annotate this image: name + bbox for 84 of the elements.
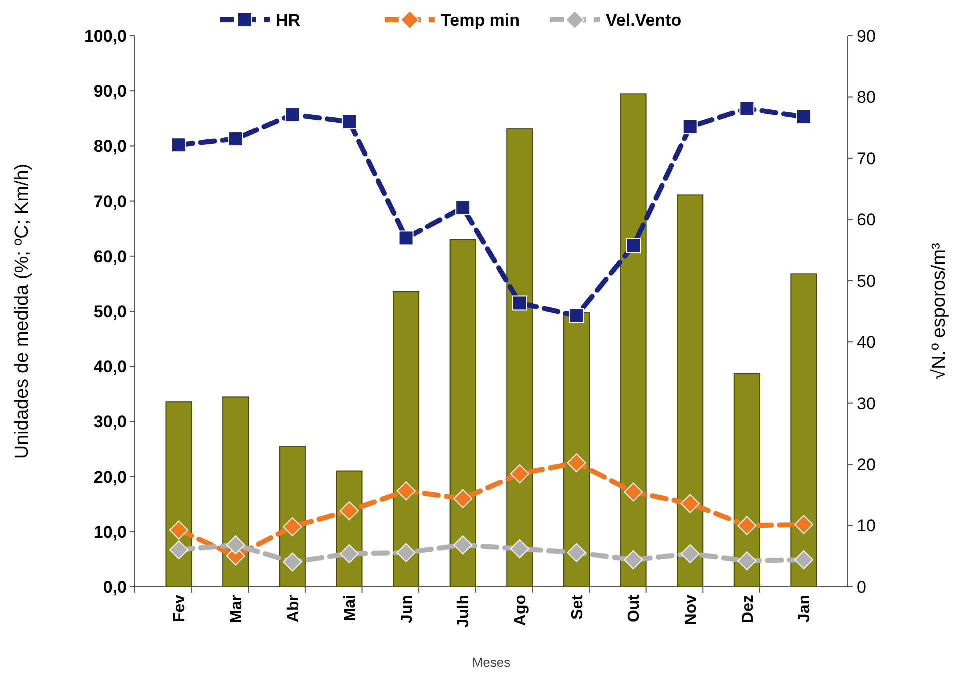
point	[170, 520, 189, 540]
x-tick-label: Nov	[682, 594, 700, 626]
y2-tick-label: 50	[857, 272, 876, 291]
point	[285, 107, 300, 122]
y2-tick-label: 30	[857, 394, 876, 414]
point	[512, 296, 528, 311]
x-tick-label: Abr	[285, 595, 302, 623]
y2-axis-title: √N.º esporos/m³	[929, 243, 950, 380]
bar	[734, 373, 760, 588]
x-tick-label: Set	[569, 594, 586, 620]
y-tick-label: 90,0	[94, 82, 127, 102]
x-tick-label: Ago	[512, 594, 530, 626]
point	[340, 544, 359, 564]
point	[794, 550, 814, 570]
point	[396, 543, 416, 562]
point	[624, 550, 644, 570]
x-tick-label: Julh	[456, 595, 473, 628]
bar	[506, 128, 534, 588]
point	[396, 482, 416, 501]
point	[510, 464, 530, 484]
y-tick-label: 100,0	[84, 26, 127, 46]
y2-tick-label: 80	[857, 88, 876, 108]
point	[283, 552, 302, 572]
point	[682, 119, 698, 134]
point	[567, 543, 586, 562]
x-tick-label: Jan	[796, 595, 814, 623]
y-tick-label: 10,0	[94, 522, 127, 542]
bar	[620, 94, 647, 588]
x-tick-label: Fev	[172, 594, 189, 623]
point	[342, 114, 357, 130]
point	[172, 138, 187, 153]
point	[738, 516, 757, 536]
x-tick-label: Out	[626, 594, 644, 623]
x-axis-title: Meses	[472, 655, 512, 670]
y2-tick-label: 60	[857, 210, 876, 230]
legend-label: Temp min	[441, 10, 520, 30]
y-tick-label: 30,0	[94, 412, 127, 432]
bar	[166, 402, 192, 588]
y-tick-label: 20,0	[94, 468, 127, 487]
y-tick-label: 40,0	[94, 358, 127, 377]
point	[170, 540, 189, 560]
legend-label: Vel.Vento	[606, 10, 682, 30]
bar	[450, 239, 476, 588]
point	[226, 536, 246, 555]
y2-tick-label: 0	[857, 578, 866, 597]
legend-label: HR	[276, 10, 301, 30]
y-tick-label: 0,0	[103, 578, 127, 597]
point	[626, 238, 642, 254]
point	[228, 132, 244, 147]
point	[456, 200, 471, 216]
y-tick-label: 50,0	[94, 302, 127, 322]
bar	[790, 274, 818, 588]
point	[340, 501, 359, 520]
point	[794, 515, 814, 534]
bar	[393, 291, 420, 588]
point	[680, 494, 700, 514]
y-axis-title: Unidades de medida (%; ºC; Km/h)	[12, 164, 33, 460]
x-tick-label: Jun	[398, 595, 416, 624]
x-tick-label: Mar	[228, 595, 246, 624]
x-tick-label: Dez	[740, 595, 757, 624]
y2-tick-label: 40	[857, 333, 876, 352]
point	[796, 109, 812, 124]
y2-tick-label: 90	[857, 26, 876, 46]
point	[283, 517, 302, 536]
point	[398, 230, 414, 246]
bar	[677, 194, 704, 588]
point	[738, 552, 757, 571]
point	[454, 536, 473, 555]
point	[567, 454, 586, 473]
y-tick-label: 80,0	[94, 137, 127, 156]
x-tick-label: Mai	[342, 595, 360, 622]
point	[569, 308, 584, 324]
y-tick-label: 70,0	[94, 192, 127, 212]
y2-tick-label: 70	[857, 149, 876, 168]
bar	[222, 396, 250, 588]
y2-tick-label: 10	[857, 516, 876, 536]
point	[740, 101, 755, 116]
y-tick-label: 60,0	[94, 247, 127, 266]
y2-tick-label: 20	[857, 456, 876, 475]
point	[454, 489, 473, 508]
point	[680, 544, 700, 564]
bar	[563, 312, 590, 588]
point	[624, 482, 644, 502]
point	[510, 539, 530, 558]
